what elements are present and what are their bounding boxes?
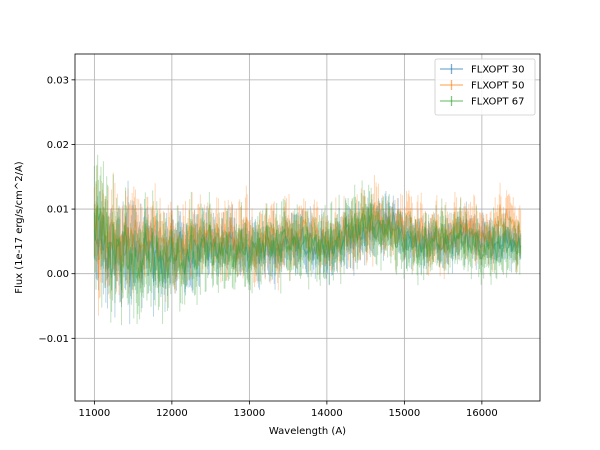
ticks: 11000 12000 13000 14000 15000 16000 −0.01 0.00 0… xyxy=(38,75,497,419)
y-tick-label: 0.01 xyxy=(47,205,69,216)
legend-label: FLXOPT 30 xyxy=(471,65,524,76)
y-axis-label: Flux (1e-17 erg/s/cm^2/A) xyxy=(14,161,25,293)
series-2 xyxy=(93,166,522,316)
legend-label: FLXOPT 50 xyxy=(471,81,524,92)
series-line xyxy=(93,202,521,278)
y-tick-label: 0.03 xyxy=(47,75,69,86)
legend-label: FLXOPT 67 xyxy=(471,97,524,108)
series-group xyxy=(93,154,522,326)
x-tick-label: 14000 xyxy=(311,408,343,419)
plot-frame xyxy=(74,53,541,402)
y-tick-label: 0.02 xyxy=(47,140,69,151)
x-axis-label: Wavelength (A) xyxy=(269,426,346,437)
x-tick-label: 13000 xyxy=(233,408,265,419)
x-tick-label: 16000 xyxy=(466,408,498,419)
y-tick-label: 0.00 xyxy=(47,269,69,280)
x-tick-label: 15000 xyxy=(388,408,420,419)
legend-item: FLXOPT 50 xyxy=(440,80,524,92)
series-1 xyxy=(93,180,522,325)
series-line xyxy=(93,203,522,291)
y-tick-label: −0.01 xyxy=(38,334,69,345)
x-tick-label: 12000 xyxy=(156,408,188,419)
series-line xyxy=(93,211,522,288)
legend-item: FLXOPT 67 xyxy=(440,96,524,108)
x-tick-label: 11000 xyxy=(78,408,110,419)
series-3 xyxy=(93,154,522,326)
legend: FLXOPT 30 FLXOPT 50 FLXOPT 67 xyxy=(434,58,536,116)
legend-item: FLXOPT 30 xyxy=(440,64,524,76)
